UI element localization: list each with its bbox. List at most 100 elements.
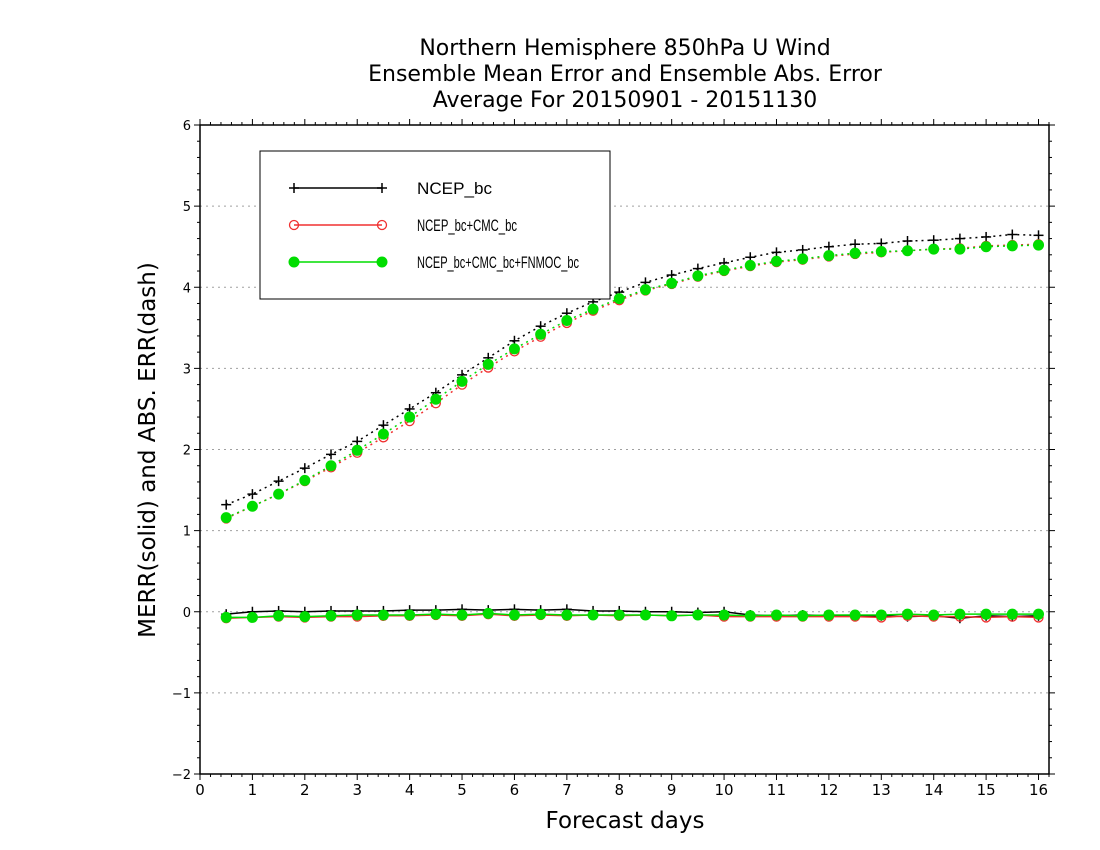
abs-err-point <box>928 243 940 255</box>
merr-point <box>508 609 520 621</box>
x-tick-label: 16 <box>1029 781 1048 799</box>
x-tick-label: 1 <box>248 781 258 799</box>
merr-point <box>902 608 913 620</box>
x-tick-label: 13 <box>872 781 891 799</box>
merr-point <box>770 609 782 621</box>
abs-err-point <box>1007 229 1018 240</box>
abs-err-point <box>718 264 730 276</box>
merr-point <box>928 609 940 621</box>
legend-marker <box>377 183 387 193</box>
merr-point <box>797 610 809 622</box>
series-layer <box>220 229 1045 624</box>
abs-err-point <box>954 233 965 244</box>
legend-marker <box>376 219 388 231</box>
abs-err-point <box>273 488 285 500</box>
abs-err-point <box>246 500 258 512</box>
abs-err-point <box>770 255 782 267</box>
merr-point <box>744 610 756 622</box>
abs-err-point <box>692 270 704 282</box>
merr-point <box>980 608 992 620</box>
y-tick-label: 1 <box>183 525 191 540</box>
abs-err-point <box>902 236 913 247</box>
merr-point <box>849 609 861 621</box>
legend-marker <box>288 256 300 268</box>
x-tick-label: 6 <box>510 781 520 799</box>
x-tick-label: 0 <box>195 781 205 799</box>
merr-point <box>456 609 468 621</box>
merr-point <box>1033 608 1045 620</box>
legend-label: NCEP_bc+CMC_bc <box>417 216 517 235</box>
abs-err-point <box>482 358 494 370</box>
abs-err-point <box>220 512 232 524</box>
chart-title-line-3: Average For 20150901 - 20151130 <box>432 88 818 113</box>
abs-err-point <box>666 277 678 289</box>
x-tick-label: 8 <box>614 781 624 799</box>
abs-err-point <box>980 241 992 253</box>
abs-err-point <box>797 244 808 255</box>
abs-err-point <box>273 476 284 487</box>
abs-err-point <box>456 375 468 387</box>
x-tick-label: 2 <box>300 781 310 799</box>
x-tick-label: 5 <box>457 781 467 799</box>
abs-err-point <box>535 328 547 340</box>
abs-err-point <box>352 436 363 447</box>
merr-point <box>875 609 887 621</box>
merr-point <box>404 609 416 621</box>
abs-err-point <box>849 247 861 259</box>
merr-point <box>299 611 311 623</box>
chart-title-line-2: Ensemble Mean Error and Ensemble Abs. Er… <box>368 62 882 87</box>
x-tick-label: 11 <box>767 781 786 799</box>
abs-err-point <box>1033 239 1045 251</box>
merr-point <box>535 608 547 620</box>
abs-err-point <box>351 444 363 456</box>
abs-err-point <box>247 489 258 500</box>
abs-err-point <box>378 420 389 431</box>
x-tick-label: 12 <box>819 781 838 799</box>
abs-err-point <box>299 463 310 474</box>
series-2 <box>220 239 1045 623</box>
abs-err-point <box>850 239 861 250</box>
abs-err-point <box>404 411 416 423</box>
x-tick-label: 7 <box>562 781 572 799</box>
chart-title-line-1: Northern Hemisphere 850hPa U Wind <box>419 36 831 61</box>
y-tick-label: 3 <box>183 362 191 377</box>
x-axis-label: Forecast days <box>545 808 705 834</box>
merr-point <box>220 611 232 623</box>
merr-point <box>325 610 337 622</box>
abs-err-point <box>221 499 232 510</box>
y-tick-label: −1 <box>172 687 191 702</box>
x-tick-label: 4 <box>405 781 415 799</box>
merr-point <box>639 609 651 621</box>
abs-err-point <box>561 315 573 327</box>
abs-err-point <box>954 243 966 255</box>
abs-err-point <box>875 246 887 258</box>
merr-point <box>587 609 599 621</box>
merr-point <box>954 608 966 620</box>
abs-err-point <box>797 253 809 265</box>
y-axis-label: MERR(solid) and ABS. ERR(dash) <box>135 262 161 638</box>
abs-err-point <box>1006 240 1018 252</box>
merr-point <box>666 610 678 622</box>
legend-label: NCEP_bc+CMC_bc+FNMOC_bc <box>417 253 579 272</box>
merr-point <box>1006 608 1018 620</box>
merr-point <box>246 611 258 623</box>
abs-err-point <box>981 231 992 242</box>
legend: NCEP_bc NCEP_bc+CMC_bc NCEP_bc+CMC_bc+FNMO… <box>259 150 611 300</box>
x-tick-label: 10 <box>715 781 734 799</box>
y-tick-label: 2 <box>183 444 191 459</box>
abs-err-line <box>225 233 1039 506</box>
merr-point <box>823 609 835 621</box>
abs-err-point <box>587 303 599 315</box>
y-tick-label: −2 <box>172 768 191 783</box>
abs-err-point <box>430 393 442 405</box>
merr-point <box>482 607 494 619</box>
abs-err-point <box>928 235 939 246</box>
y-tick-label: 6 <box>183 119 191 134</box>
x-tick-label: 9 <box>667 781 677 799</box>
x-tick-label: 3 <box>352 781 362 799</box>
abs-err-point <box>326 449 337 460</box>
y-tick-label: 4 <box>183 281 191 296</box>
abs-err-point <box>377 428 389 440</box>
abs-err-point <box>1033 230 1044 241</box>
